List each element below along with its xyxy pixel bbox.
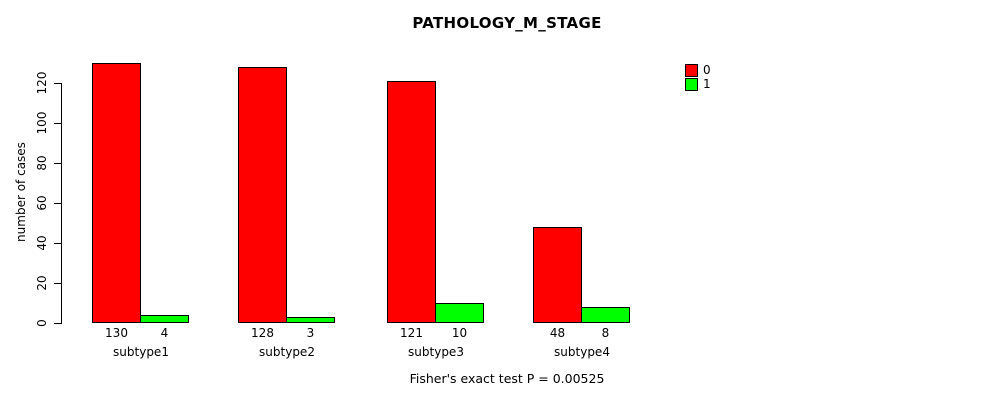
fisher-test-caption: Fisher's exact test P = 0.00525 [409, 371, 605, 386]
bar-subtype1-series-0 [92, 63, 141, 323]
y-tick-label: 100 [35, 111, 49, 135]
y-tick-label: 120 [35, 71, 49, 95]
bar-subtype1-series-1 [140, 315, 189, 323]
x-category-label: subtype2 [259, 345, 315, 359]
y-tick-mark [54, 283, 61, 284]
bar-subtype2-series-0 [238, 67, 287, 323]
y-tick-mark [54, 323, 61, 324]
y-tick-label: 60 [35, 195, 49, 211]
y-tick-label: 20 [35, 275, 49, 291]
y-tick-mark [54, 163, 61, 164]
bar-subtype2-series-1 [286, 317, 335, 323]
y-tick-mark [54, 203, 61, 204]
y-tick-mark [54, 243, 61, 244]
y-tick-label: 40 [35, 235, 49, 251]
bar-subtype3-series-0 [387, 81, 436, 323]
bar-value-label: 3 [306, 326, 315, 340]
bar-value-label: 128 [251, 326, 274, 340]
legend-label: 1 [703, 77, 711, 91]
legend-row: 0 [685, 64, 711, 77]
bar-subtype3-series-1 [435, 303, 484, 323]
y-axis-label: number of cases [14, 142, 28, 242]
legend-swatch-0 [685, 64, 698, 77]
bar-value-label: 10 [451, 326, 468, 340]
bar-subtype4-series-1 [581, 307, 630, 323]
bar-value-label: 8 [601, 326, 610, 340]
y-tick-mark [54, 123, 61, 124]
x-category-label: subtype3 [408, 345, 464, 359]
y-tick-label: 0 [35, 319, 49, 327]
bar-value-label: 4 [160, 326, 169, 340]
y-tick-label: 80 [35, 155, 49, 171]
bar-value-label: 130 [105, 326, 128, 340]
legend-swatch-1 [685, 78, 698, 91]
legend-row: 1 [685, 78, 711, 91]
bar-subtype4-series-0 [533, 227, 582, 323]
legend-label: 0 [703, 63, 711, 77]
bar-value-label: 48 [549, 326, 566, 340]
x-category-label: subtype4 [554, 345, 610, 359]
bar-value-label: 121 [400, 326, 423, 340]
x-category-label: subtype1 [113, 345, 169, 359]
y-axis-line [61, 83, 62, 324]
y-tick-mark [54, 83, 61, 84]
chart-title: PATHOLOGY_M_STAGE [412, 14, 602, 32]
